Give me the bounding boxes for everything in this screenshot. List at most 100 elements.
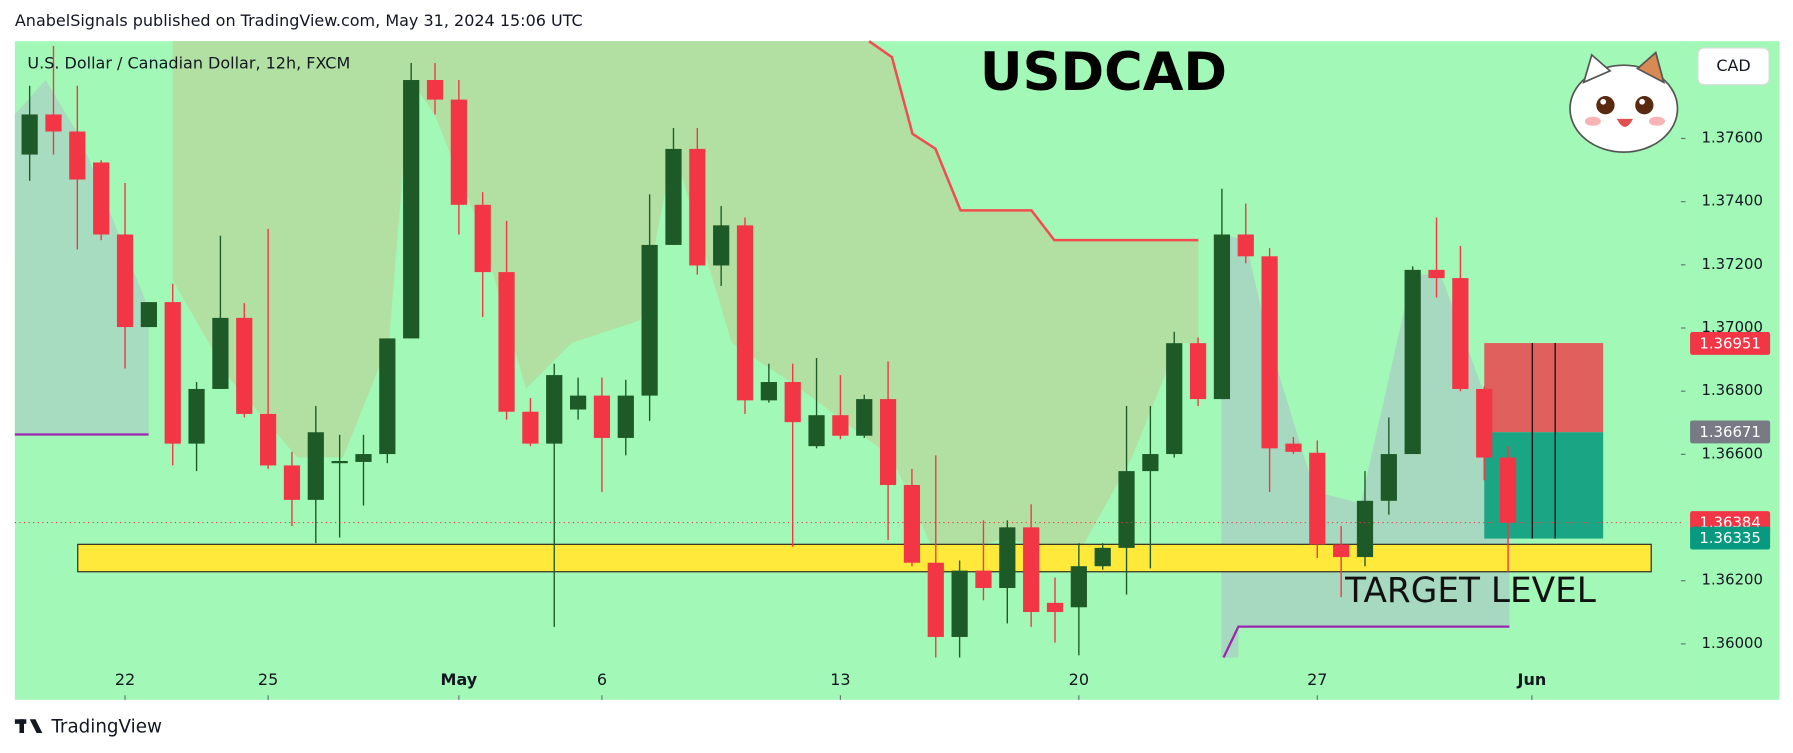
annotation: TARGET LEVEL: [1344, 571, 1596, 611]
candle-body: [403, 80, 420, 339]
candle-body: [1404, 269, 1421, 455]
candle-body: [259, 413, 277, 466]
price-label-bg: [1690, 332, 1771, 355]
price-label-bg: [1690, 526, 1771, 550]
footer-brand: TradingView: [50, 716, 162, 737]
currency-button[interactable]: [1697, 47, 1770, 86]
tv-logo: [14, 719, 43, 733]
candle-body: [1166, 343, 1183, 455]
x-tick-label: 13: [830, 670, 850, 689]
cat-icon: [1569, 51, 1679, 153]
support-line: [1222, 625, 1510, 659]
y-tick-label: 1.36000: [1702, 634, 1763, 652]
x-tick-label: 22: [115, 670, 135, 689]
candle-body: [498, 272, 515, 412]
trend-line: [868, 40, 1199, 242]
candle-body: [713, 225, 730, 266]
y-tick-label: 1.36200: [1702, 571, 1763, 589]
candle-body: [903, 485, 921, 563]
y-tick-label: 1.37200: [1702, 255, 1763, 273]
publish-header: AnabelSignals published on TradingView.c…: [15, 11, 583, 30]
candle-body: [1189, 343, 1207, 400]
target-zone: [77, 543, 1652, 573]
candle-body: [116, 234, 134, 328]
candle-body: [474, 204, 491, 273]
candle-body: [1070, 566, 1087, 608]
zone-shaded: [172, 41, 1199, 561]
x-tick-label: May: [441, 670, 478, 689]
x-tick-label: Jun: [1517, 670, 1547, 689]
candle-body: [736, 225, 754, 401]
candle-body: [856, 399, 873, 436]
y-tick-label: 1.37400: [1702, 192, 1763, 210]
axis-bg: [1680, 41, 1780, 700]
x-tick-label: 27: [1307, 670, 1327, 689]
x-tick-label: 20: [1069, 670, 1089, 689]
candle-body: [1309, 452, 1326, 545]
price-label: 1.36951: [1699, 335, 1760, 353]
candle-body: [164, 302, 181, 444]
y-tick-label: 1.36600: [1702, 444, 1763, 462]
candle-body: [45, 114, 62, 132]
candle-body: [21, 114, 38, 155]
candle-body: [569, 395, 587, 410]
candle-body: [760, 382, 777, 401]
candle-body: [1094, 547, 1111, 567]
candle-body: [927, 562, 944, 637]
candle-body: [808, 415, 825, 447]
candle-body: [1428, 269, 1445, 279]
candle-body: [1333, 544, 1350, 558]
candle-body: [236, 317, 253, 414]
candle-body: [522, 411, 539, 444]
candle-body: [1213, 234, 1231, 400]
candle-body: [1261, 256, 1278, 449]
candle-body: [283, 465, 301, 500]
candle-body: [1452, 278, 1469, 389]
candle-body: [1476, 388, 1493, 458]
y-tick-label: 1.37600: [1702, 128, 1763, 146]
candle-body: [426, 80, 444, 100]
candle-body: [140, 302, 157, 328]
candles: [21, 45, 1517, 658]
candle-body: [951, 570, 968, 637]
candle-body: [69, 131, 86, 180]
candle-body: [784, 382, 801, 423]
candle-body: [1285, 443, 1302, 452]
candle-body: [593, 395, 611, 438]
candle-body: [1499, 457, 1517, 523]
zone-left: [14, 80, 149, 435]
candle-body: [188, 388, 205, 444]
candle-body: [379, 338, 396, 455]
candle-body: [93, 162, 110, 235]
stop-box: [1484, 343, 1604, 433]
x-tick-label: 25: [258, 670, 278, 689]
candle-body: [832, 415, 849, 436]
y-tick-label: 1.37000: [1702, 318, 1763, 336]
candle-body: [1237, 234, 1254, 257]
candle-body: [307, 432, 324, 500]
candle-body: [975, 570, 992, 588]
candle-body: [617, 395, 634, 438]
candle-body: [1118, 471, 1135, 548]
candle-body: [999, 527, 1016, 588]
candle-body: [212, 317, 229, 389]
candle-body: [879, 399, 897, 486]
y-tick-label: 1.36800: [1702, 381, 1763, 399]
candle-body: [1380, 454, 1397, 501]
candle-body: [331, 461, 348, 464]
candle-body: [546, 375, 563, 444]
price-label: 1.36335: [1699, 529, 1760, 547]
candle-body: [1046, 602, 1064, 613]
candle-body: [689, 148, 706, 266]
x-tick-label: 6: [597, 670, 607, 689]
symbol-info: U.S. Dollar / Canadian Dollar, 12h, FXCM: [27, 54, 350, 73]
candle-body: [1142, 454, 1159, 472]
candle-body: [355, 454, 372, 462]
candle-body: [665, 148, 682, 245]
candle-body: [641, 244, 658, 396]
price-label: 1.36671: [1699, 423, 1760, 441]
currency[interactable]: CAD: [1716, 56, 1750, 75]
chart-title: USDCAD: [980, 42, 1227, 103]
